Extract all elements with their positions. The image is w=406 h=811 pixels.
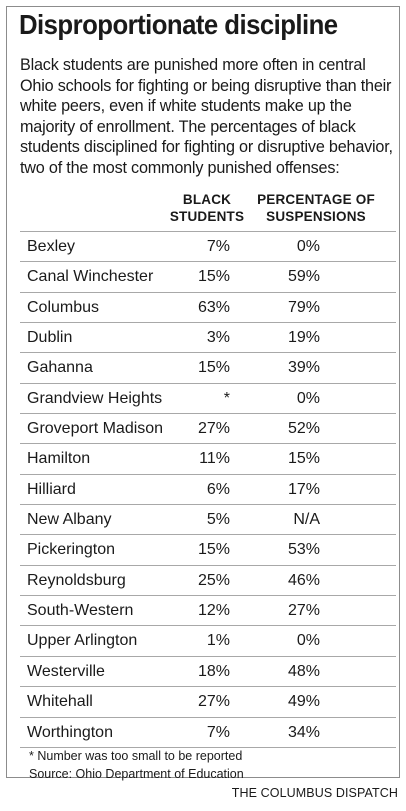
column-header-line: PERCENTAGE OF [257,192,375,207]
table-row: Groveport Madison 27% 52% [20,414,396,445]
district-name: Whitehall [27,693,93,711]
suspensions-value: 39% [287,359,320,377]
table-row: Canal Winchester 15% 59% [20,262,396,293]
district-name: Upper Arlington [27,632,138,650]
column-header-line: SUSPENSIONS [266,209,366,224]
suspensions-value: 46% [287,571,320,589]
black-students-value: 6% [206,480,230,498]
black-students-value: 25% [197,571,230,589]
black-students-value: * [223,389,230,407]
table-row: Gahanna 15% 39% [20,353,396,384]
suspensions-value: 0% [296,238,320,255]
black-students-value: 27% [197,420,230,438]
table-row: New Albany 5% N/A [20,505,396,536]
district-name: Bexley [27,238,76,255]
suspensions-value: 27% [287,602,320,620]
suspensions-value: 79% [287,298,320,316]
column-header-line: STUDENTS [169,209,245,224]
table-row: Grandview Heights * 0% [20,384,396,415]
table-row: Upper Arlington 1% 0% [20,626,396,657]
column-header-line: BLACK [182,192,232,207]
district-name: Worthington [27,723,113,741]
footnote: * Number was too small to be reported [29,749,243,763]
table-row: Whitehall 27% 49% [20,687,396,718]
suspensions-value: 59% [287,268,320,286]
source-note: Source: Ohio Department of Education [29,767,244,781]
table-row: Worthington 7% 34% [20,718,396,748]
district-name: Canal Winchester [27,268,154,286]
black-students-value: 7% [206,723,230,741]
suspensions-value: 49% [287,693,320,711]
suspensions-value: 19% [287,329,320,347]
black-students-value: 7% [206,238,230,255]
district-name: South-Western [27,602,134,620]
table-row: Columbus 63% 79% [20,293,396,324]
chart-frame: Disproportionate discipline Black studen… [6,6,400,781]
district-name: Pickerington [27,541,116,559]
district-name: New Albany [27,511,112,529]
table-row: Bexley 7% 0% [20,232,396,263]
black-students-value: 18% [197,662,230,680]
suspensions-value: 48% [287,662,320,680]
suspensions-value: 0% [296,632,320,650]
district-name: Groveport Madison [27,420,164,438]
table-row: Reynoldsburg 25% 46% [20,566,396,597]
suspensions-value: 15% [287,450,320,468]
suspensions-value: 52% [287,420,320,438]
black-students-value: 5% [206,511,230,529]
district-name: Reynoldsburg [27,571,126,589]
black-students-value: 15% [197,359,230,377]
table-row: Pickerington 15% 53% [20,535,396,566]
black-students-value: 27% [197,693,230,711]
black-students-value: 63% [197,298,230,316]
table-row: Hamilton 11% 15% [20,444,396,475]
chart-subtitle: Black students are punished more often i… [20,56,393,177]
table-row: South-Western 12% 27% [20,596,396,627]
suspensions-value: N/A [293,511,320,529]
district-name: Gahanna [27,359,93,377]
black-students-value: 15% [197,541,230,559]
suspensions-value: 53% [287,541,320,559]
district-name: Dublin [27,329,73,347]
suspensions-value: 0% [296,389,320,407]
column-header-suspensions: PERCENTAGE OF SUSPENSIONS [251,191,381,225]
publisher-credit: THE COLUMBUS DISPATCH [231,786,398,800]
district-name: Hilliard [27,480,76,498]
black-students-value: 12% [197,602,230,620]
table-row: Dublin 3% 19% [20,323,396,354]
district-name: Grandview Heights [27,389,163,407]
district-name: Westerville [27,662,105,680]
data-table: Bexley 7% 0% Canal Winchester 15% 59% Columbus… [20,231,396,748]
black-students-value: 1% [206,632,230,650]
black-students-value: 11% [199,450,230,468]
suspensions-value: 17% [287,480,320,498]
table-row: Westerville 18% 48% [20,657,396,688]
black-students-value: 15% [197,268,230,286]
chart-title: Disproportionate discipline [19,9,338,40]
black-students-value: 3% [206,329,230,347]
suspensions-value: 34% [287,723,320,741]
district-name: Columbus [27,298,100,316]
district-name: Hamilton [27,450,91,468]
column-header-black-students: BLACK STUDENTS [157,191,257,225]
table-row: Hilliard 6% 17% [20,475,396,506]
